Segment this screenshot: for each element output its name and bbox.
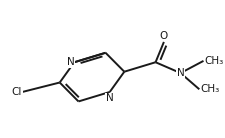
Text: N: N (66, 57, 74, 67)
Text: N: N (176, 68, 184, 78)
Text: O: O (159, 31, 167, 41)
Text: CH₃: CH₃ (204, 56, 223, 66)
Text: CH₃: CH₃ (200, 84, 219, 94)
Text: N: N (105, 93, 113, 103)
Text: Cl: Cl (12, 87, 22, 97)
